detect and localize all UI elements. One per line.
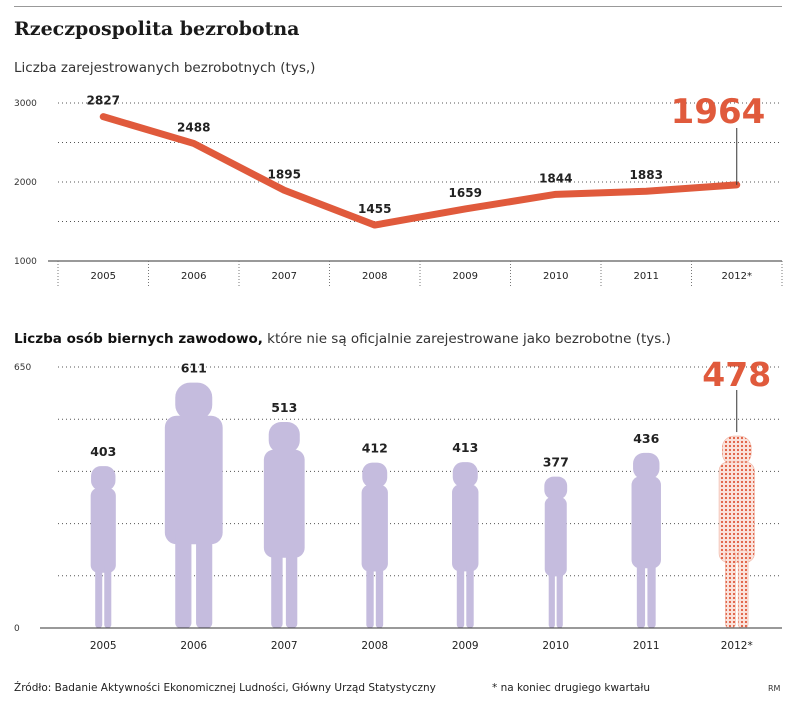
line-chart-title: Liczba zarejestrowanych bezrobotnych (ty… bbox=[14, 60, 316, 76]
bar-person-figure bbox=[361, 462, 388, 628]
bar-x-tick-label: 2008 bbox=[361, 640, 388, 652]
bar-x-tick-label: 2006 bbox=[180, 640, 207, 652]
bar-person-figure-highlight bbox=[718, 435, 755, 629]
line-data-label: 2827 bbox=[87, 94, 120, 108]
bar-x-tick-label: 2011 bbox=[633, 640, 660, 652]
bar-person-figure bbox=[90, 466, 116, 628]
bar-data-label: 412 bbox=[362, 441, 388, 456]
bar-person-figure bbox=[544, 476, 568, 628]
bar-data-label: 513 bbox=[271, 400, 297, 415]
bar-chart-title-rest: które nie są oficjalnie zarejestrowane j… bbox=[262, 331, 671, 347]
bar-person-figure bbox=[631, 452, 661, 628]
line-x-tick-label: 2005 bbox=[91, 271, 116, 282]
line-data-label-highlight: 1964 bbox=[671, 92, 766, 132]
bar-person-figure bbox=[164, 382, 223, 628]
line-x-tick-label: 2009 bbox=[453, 271, 478, 282]
bar-x-tick-label: 2007 bbox=[271, 640, 298, 652]
bar-person-figure bbox=[452, 462, 479, 628]
bar-data-label: 611 bbox=[181, 361, 207, 376]
footer-source: Źródło: Badanie Aktywności Ekonomicznej … bbox=[14, 682, 436, 694]
page-title: Rzeczpospolita bezrobotna bbox=[14, 18, 300, 40]
line-series bbox=[99, 113, 741, 229]
bar-data-label-highlight: 478 bbox=[702, 355, 771, 394]
line-data-label: 2488 bbox=[177, 120, 210, 134]
line-chart: 3000 2000 1000 2005 2006 2007 2008 2009 2010 2011… bbox=[14, 92, 783, 287]
line-y-tick-label: 1000 bbox=[14, 257, 37, 267]
bar-x-tick-label: 2012* bbox=[721, 640, 753, 652]
bar-y-tick-label: 0 bbox=[14, 624, 20, 634]
bar-chart-title-bold: Liczba osób biernych zawodowo, bbox=[14, 331, 263, 347]
bar-x-tick-label: 2009 bbox=[452, 640, 479, 652]
line-x-tick-label: 2011 bbox=[634, 271, 659, 282]
line-data-label: 1455 bbox=[358, 202, 391, 216]
bar-data-label: 413 bbox=[452, 440, 478, 455]
line-y-tick-label: 2000 bbox=[14, 178, 37, 188]
top-rule bbox=[14, 6, 782, 7]
bar-data-label: 436 bbox=[633, 431, 659, 446]
line-x-tick-label: 2007 bbox=[272, 271, 297, 282]
bar-x-tick-label: 2010 bbox=[542, 640, 569, 652]
line-data-label: 1659 bbox=[449, 186, 482, 200]
bar-chart: 650 0 403 611 513 412 413 377 436 478 2005 2006 2007… bbox=[14, 355, 782, 652]
bar-data-label: 377 bbox=[543, 455, 569, 470]
line-x-tick-label: 2008 bbox=[362, 271, 387, 282]
line-y-tick-label: 3000 bbox=[14, 99, 37, 109]
line-x-tick-label: 2006 bbox=[181, 271, 206, 282]
bar-y-tick-label: 650 bbox=[14, 363, 31, 373]
footer-note: * na koniec drugiego kwartału bbox=[492, 682, 651, 694]
bar-person-figure bbox=[263, 422, 305, 628]
line-data-label: 1883 bbox=[630, 168, 663, 182]
line-x-tick-label: 2010 bbox=[543, 271, 568, 282]
line-data-label: 1895 bbox=[268, 167, 301, 181]
bar-x-tick-label: 2005 bbox=[90, 640, 117, 652]
bar-data-label: 403 bbox=[90, 444, 116, 459]
footer-credit: RM bbox=[768, 684, 781, 693]
bar-chart-title: Liczba osób biernych zawodowo, które nie… bbox=[14, 331, 671, 347]
line-data-label: 1844 bbox=[539, 171, 572, 185]
line-x-tick-label: 2012* bbox=[722, 271, 752, 282]
